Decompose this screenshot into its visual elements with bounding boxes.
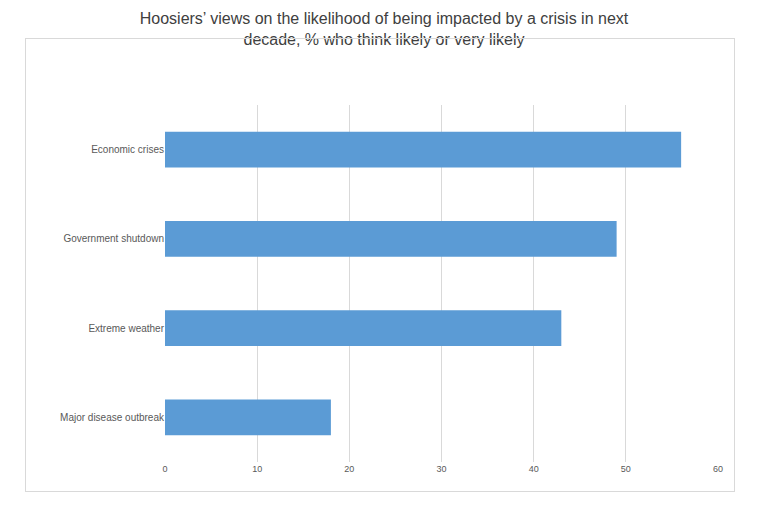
svg-text:Government shutdown: Government shutdown: [63, 233, 164, 244]
svg-text:0: 0: [162, 464, 167, 474]
svg-text:30: 30: [436, 464, 446, 474]
svg-text:Extreme weather: Extreme weather: [88, 323, 164, 334]
svg-text:40: 40: [529, 464, 539, 474]
svg-text:20: 20: [344, 464, 354, 474]
svg-text:50: 50: [621, 464, 631, 474]
svg-text:Hoosiers’ views on the likelih: Hoosiers’ views on the likelihood of bei…: [140, 10, 629, 48]
svg-text:10: 10: [252, 464, 262, 474]
svg-text:Economic crises: Economic crises: [91, 144, 164, 155]
svg-text:Major disease outbreak: Major disease outbreak: [60, 412, 165, 423]
svg-text:60: 60: [713, 464, 723, 474]
